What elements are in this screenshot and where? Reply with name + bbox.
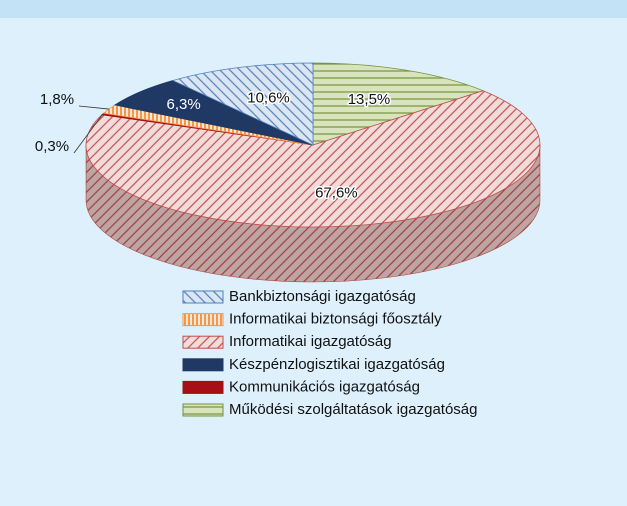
legend-swatch xyxy=(182,380,224,394)
legend-label: Bankbiztonsági igazgatóság xyxy=(229,288,416,305)
data-label: 10,6% xyxy=(247,89,290,106)
slice-side-shade xyxy=(86,145,540,282)
legend-swatch xyxy=(182,313,224,327)
legend-label: Kommunikációs igazgatóság xyxy=(229,378,420,395)
leader-line xyxy=(78,105,109,110)
data-label: 6,3% xyxy=(167,96,201,113)
slice xyxy=(312,62,485,146)
data-label: 0,3% xyxy=(35,138,69,155)
legend-label: Informatikai igazgatóság xyxy=(229,333,392,350)
data-label: 67,6% xyxy=(315,184,358,201)
slice xyxy=(171,62,314,146)
legend-label: Működési szolgáltatások igazgatóság xyxy=(229,401,477,418)
leader-line xyxy=(73,113,104,154)
legend-swatch xyxy=(182,290,224,304)
data-label: 1,8% xyxy=(40,91,74,108)
data-label: 13,5% xyxy=(348,91,391,108)
legend-swatch xyxy=(182,358,224,372)
top-band xyxy=(0,0,627,18)
legend-label: Informatikai biztonsági főosztály xyxy=(229,311,442,328)
legend-swatch xyxy=(182,335,224,349)
legend-label: Készpénzlogisztikai igazgatóság xyxy=(229,356,445,373)
slice xyxy=(85,90,541,228)
legend-swatch xyxy=(182,403,224,417)
